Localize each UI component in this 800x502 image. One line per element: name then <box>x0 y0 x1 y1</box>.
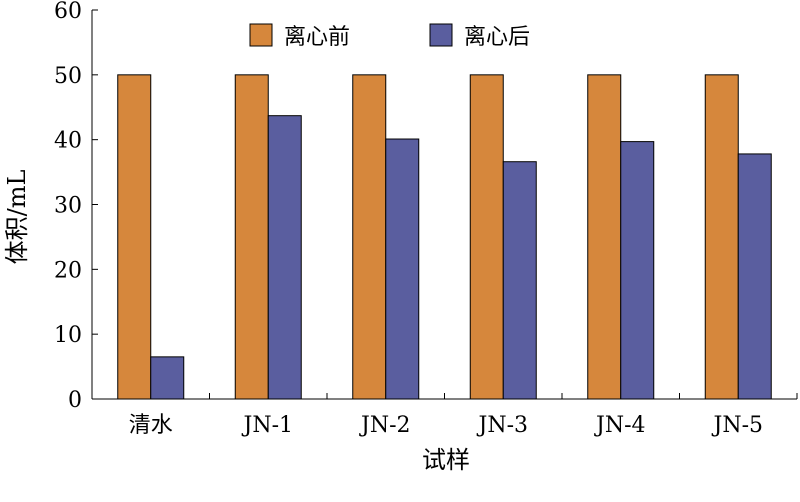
y-axis-label: 体积/mL <box>3 170 31 265</box>
bar-after-3 <box>502 161 537 400</box>
y-tick-label: 30 <box>54 194 82 219</box>
x-tick-label: JN-5 <box>712 413 764 438</box>
legend-swatch-after <box>429 23 453 47</box>
legend-label-after: 离心后 <box>464 25 530 50</box>
x-tick-label: JN-4 <box>594 413 646 438</box>
y-tick-label: 20 <box>54 258 82 283</box>
bar-after-0 <box>150 356 185 400</box>
x-tick-label: 清水 <box>129 413 173 438</box>
legend-label-before: 离心前 <box>284 25 350 50</box>
bar-before-5 <box>704 74 739 400</box>
bar-after-2 <box>385 138 420 400</box>
axes-group: 0 10 20 30 40 50 60 清水 JN-1 JN-2 JN-3 JN-4 JN-5 <box>54 0 798 438</box>
bar-after-5 <box>737 153 772 400</box>
y-tick-label: 60 <box>54 0 82 24</box>
y-tick-label: 10 <box>54 323 82 348</box>
x-tick-label: JN-1 <box>242 413 294 438</box>
bar-before-3 <box>469 74 504 400</box>
y-tick-label: 0 <box>68 388 82 413</box>
legend-swatch-before <box>249 23 273 47</box>
x-tick-label: JN-3 <box>477 413 529 438</box>
bar-after-4 <box>620 141 655 400</box>
legend: 离心前 离心后 <box>249 23 530 50</box>
bar-before-2 <box>352 74 387 400</box>
y-tick-label: 40 <box>54 129 82 154</box>
bar-before-0 <box>117 74 152 400</box>
bar-before-1 <box>234 74 269 400</box>
y-tick-label: 50 <box>54 64 82 89</box>
bar-after-1 <box>267 115 302 400</box>
x-axis-label: 试样 <box>422 446 470 474</box>
bars-group <box>117 74 772 400</box>
x-tick-label: JN-2 <box>359 413 411 438</box>
bar-before-4 <box>587 74 622 400</box>
